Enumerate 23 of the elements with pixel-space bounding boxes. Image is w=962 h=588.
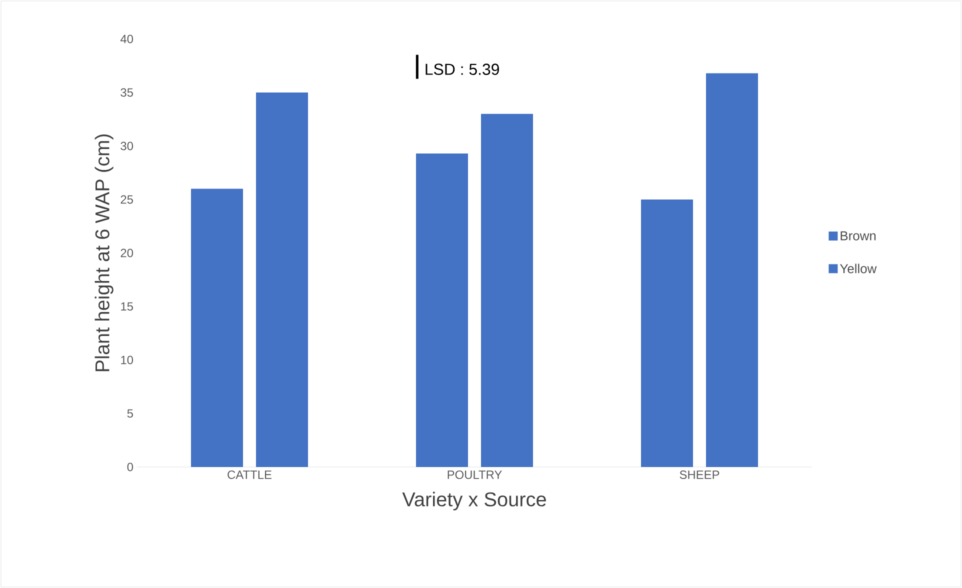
y-axis-title: Plant height at 6 WAP (cm) (94, 134, 114, 372)
x-axis-title: Variety x Source (402, 492, 546, 510)
bar (481, 114, 534, 467)
y-tick-label: 30 (120, 142, 134, 150)
y-tick-label: 40 (120, 34, 134, 44)
annotation: LSD : 5.39 (426, 64, 499, 75)
x-tick-label: CATTLE (228, 470, 272, 479)
bar (416, 153, 468, 467)
y-tick-label: 25 (120, 195, 133, 204)
y-tick-label: 20 (120, 248, 134, 258)
legend-label: Yellow (840, 264, 877, 274)
y-tick-label: 15 (121, 302, 133, 311)
x-tick-label: SHEEP (680, 470, 720, 479)
bar (191, 188, 244, 467)
legend-label: Brown (840, 231, 876, 240)
bar (706, 73, 758, 467)
bar (641, 199, 694, 467)
bar (256, 92, 308, 467)
x-tick-label: POULTRY (448, 470, 502, 479)
y-tick-label: 0 (127, 462, 134, 472)
y-tick-label: 5 (127, 409, 133, 418)
y-tick-label: 10 (121, 356, 134, 364)
y-tick-label: 35 (120, 88, 133, 97)
